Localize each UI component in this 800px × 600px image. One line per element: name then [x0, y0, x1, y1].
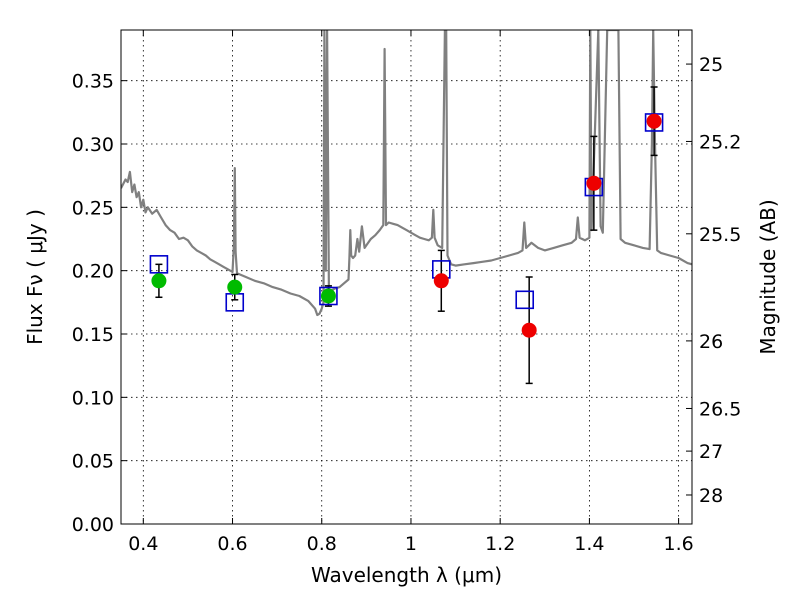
model-points: [149, 113, 664, 312]
mag-tick-label: 25.5: [699, 224, 741, 246]
plot-frame: [120, 29, 693, 525]
x-tick-label: 1: [405, 533, 417, 555]
y-tick-label: 0.20: [72, 261, 114, 283]
y-axis-label: Flux Fν ( μJy ): [23, 209, 47, 345]
grid: [121, 30, 692, 525]
x-tick-label: 0.4: [128, 533, 158, 555]
y-tick-label: 0.15: [72, 324, 114, 346]
mag-tick-label: 25.2: [699, 131, 741, 153]
x-tick-label: 1.4: [574, 533, 604, 555]
mag-tick-label: 25: [699, 54, 723, 76]
mag-tick-label: 26: [699, 331, 723, 353]
y-tick-label: 0.05: [72, 451, 114, 473]
model-point: [319, 286, 338, 306]
error-bars: [155, 86, 658, 385]
axis-ticks: 0.4 0.6 0.8 1 1.2 1.4 1.6 0.00 0.05 0.10 0.15 0.20 0…: [72, 30, 741, 555]
template-spectrum: [121, 30, 692, 317]
model-point: [149, 255, 169, 274]
green-data-point: [227, 279, 243, 295]
x-tick-label: 0.8: [307, 533, 337, 555]
y2-axis-label: Magnitude (AB): [756, 199, 780, 354]
template-spectrum-line: [121, 30, 692, 317]
red-data-point: [521, 322, 537, 338]
photometry-points: [151, 113, 662, 338]
mag-tick-label: 26.5: [699, 398, 741, 420]
x-axis-label: Wavelength λ (μm): [311, 563, 502, 587]
y-tick-label: 0.10: [72, 387, 114, 409]
red-data-point: [646, 113, 662, 129]
green-data-point: [320, 288, 336, 304]
red-data-point: [586, 175, 602, 191]
y-tick-label: 0.30: [72, 134, 114, 156]
x-tick-label: 1.6: [664, 533, 694, 555]
y-tick-label: 0.00: [72, 514, 114, 536]
model-point: [515, 290, 535, 310]
mag-tick-label: 27: [699, 441, 723, 463]
x-tick-label: 0.6: [217, 533, 247, 555]
y-tick-label: 0.25: [72, 197, 114, 219]
mag-tick-label: 28: [699, 485, 723, 507]
x-tick-label: 1.2: [485, 533, 515, 555]
red-data-point: [433, 273, 449, 289]
green-data-point: [151, 273, 167, 289]
y-tick-label: 0.35: [72, 71, 114, 93]
